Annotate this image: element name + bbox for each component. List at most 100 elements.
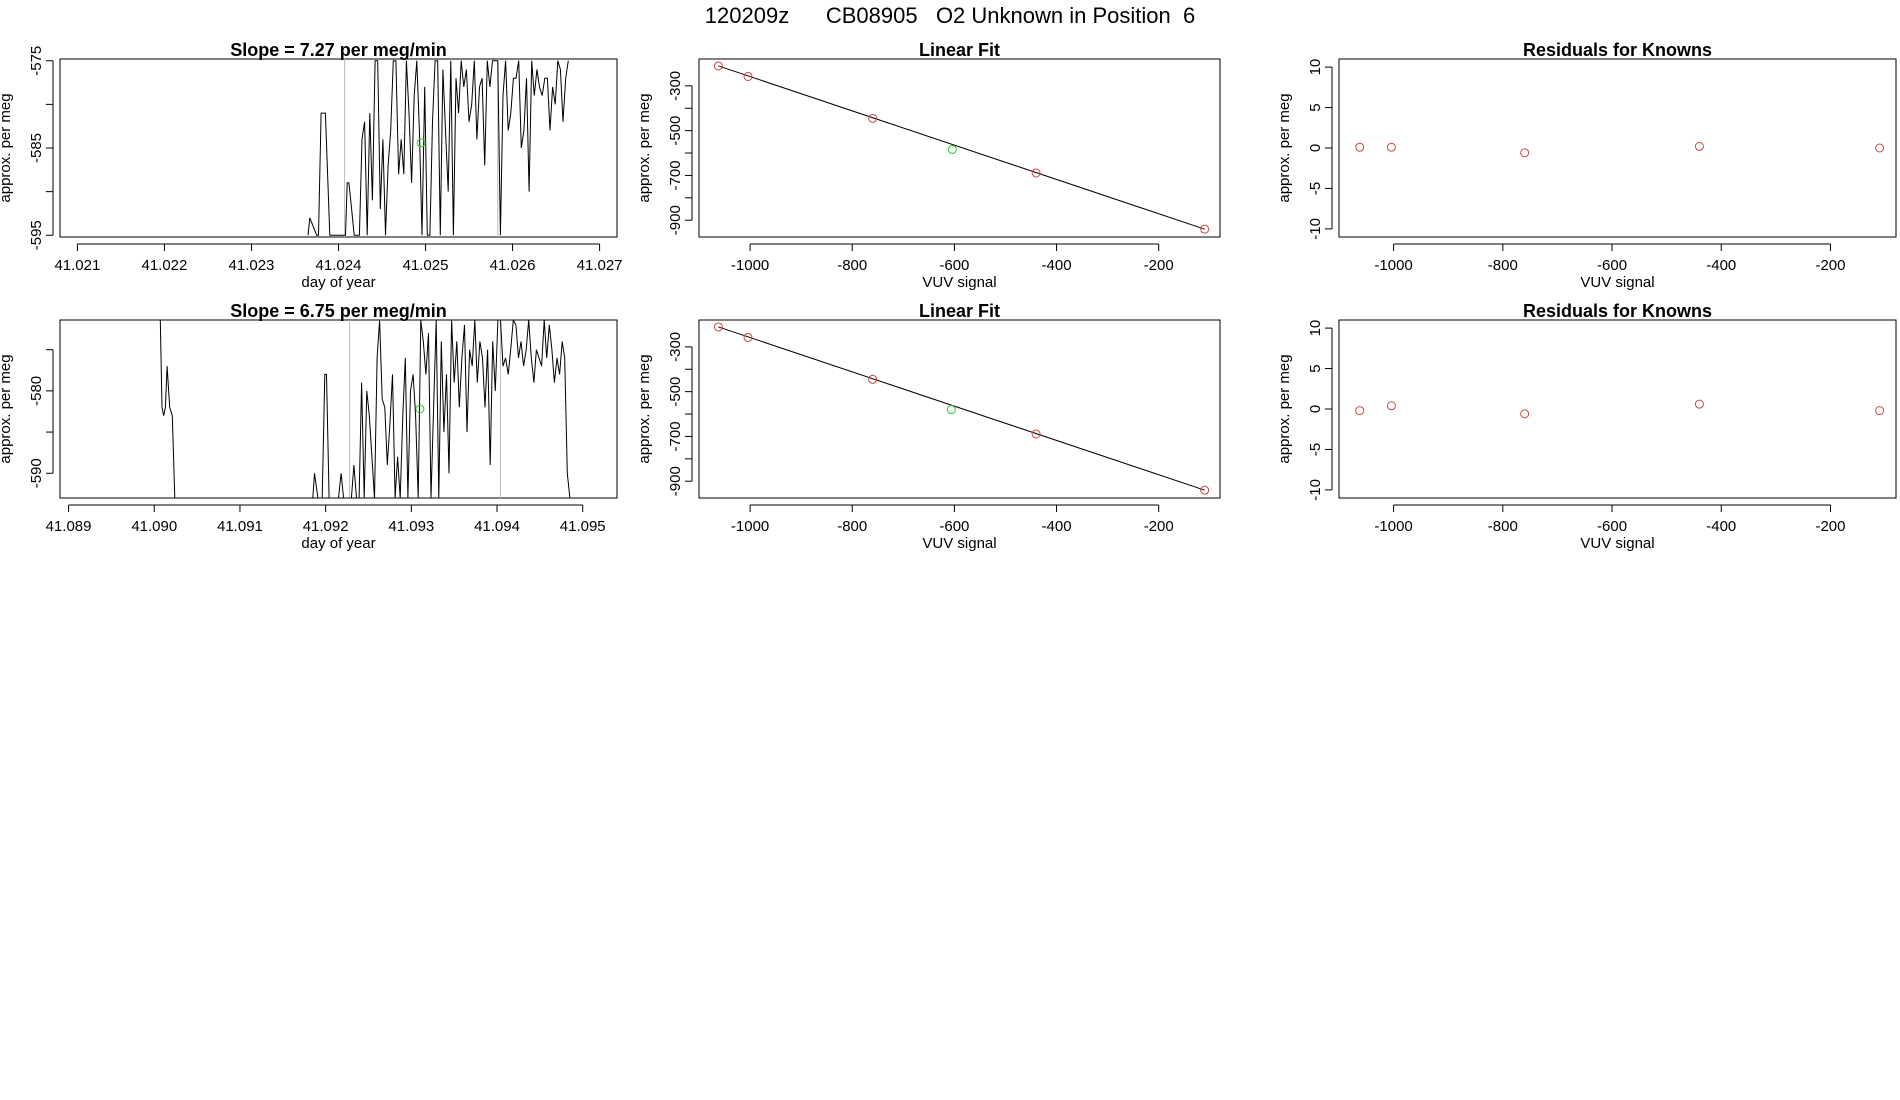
x-tick-label: 41.094 — [474, 518, 520, 535]
x-tick-label: 41.091 — [217, 518, 263, 535]
x-tick-label: 41.023 — [229, 257, 275, 274]
x-tick-label: -200 — [1815, 518, 1845, 535]
data-point — [713, 322, 723, 332]
y-tick-label: -700 — [667, 421, 684, 451]
x-tick-label: 41.024 — [316, 257, 362, 274]
data-point — [1200, 485, 1210, 495]
unknown-point — [947, 144, 957, 154]
x-tick-label: -600 — [939, 518, 969, 535]
data-point — [743, 332, 753, 342]
plot-frame — [698, 58, 1221, 238]
chart-panel-fit2: Linear Fit -1000 -800 -600 -400 -200 VUV signa… — [636, 301, 1221, 552]
data-point — [713, 61, 723, 71]
x-axis-label: VUV signal — [1580, 535, 1654, 552]
chart-panel-fit1: Linear Fit -1000 -800 -600 -400 -200 VUV signa… — [636, 40, 1221, 291]
y-tick-label: -900 — [667, 205, 684, 235]
page-title: 120209z CB08905 O2 Unknown in Position 6 — [704, 3, 1196, 28]
plot-frame — [1338, 319, 1897, 499]
y-tick-label: 10 — [1307, 59, 1324, 76]
x-tick-label: -600 — [1597, 257, 1627, 274]
x-tick-label: 41.095 — [560, 518, 606, 535]
chart-title: Residuals for Knowns — [1523, 40, 1712, 60]
x-axis-label: VUV signal — [1580, 274, 1654, 291]
x-tick-label: -1000 — [731, 518, 769, 535]
x-tick-label: -200 — [1144, 257, 1174, 274]
x-tick-label: 41.026 — [490, 257, 536, 274]
data-point — [1355, 142, 1365, 152]
data-point — [1031, 168, 1041, 178]
data-point — [1386, 401, 1396, 411]
data-point — [1520, 148, 1530, 158]
data-point — [1031, 429, 1041, 439]
y-tick-label: -580 — [28, 376, 45, 406]
y-tick-label: 5 — [1307, 103, 1324, 111]
x-tick-label: -400 — [1706, 257, 1736, 274]
y-axis-label: approx. per meg — [1276, 354, 1293, 463]
y-tick-label: -300 — [667, 71, 684, 101]
unknown-point — [415, 404, 425, 414]
y-tick-label: 10 — [1307, 320, 1324, 337]
x-tick-label: -200 — [1144, 518, 1174, 535]
chart-panel-ts2: Slope = 6.75 per meg/min 41.089 41.090 41.0… — [0, 301, 618, 552]
y-tick-label: -500 — [667, 116, 684, 146]
y-tick-label: -5 — [1307, 443, 1324, 456]
x-axis-label: day of year — [301, 535, 375, 552]
y-tick-label: -10 — [1307, 479, 1324, 501]
x-tick-label: 41.027 — [577, 257, 623, 274]
data-point — [1200, 224, 1210, 234]
y-tick-label: -585 — [28, 133, 45, 163]
unknown-point — [946, 405, 956, 415]
data-point — [1875, 406, 1885, 416]
y-axis-label: approx. per meg — [0, 93, 14, 202]
y-tick-label: -500 — [667, 377, 684, 407]
data-point — [1875, 143, 1885, 153]
data-series-line — [159, 320, 571, 498]
x-tick-label: 41.022 — [141, 257, 187, 274]
fit-line — [718, 326, 1205, 491]
x-tick-label: -200 — [1815, 257, 1845, 274]
y-axis-label: approx. per meg — [1276, 93, 1293, 202]
x-axis-label: VUV signal — [922, 274, 996, 291]
chart-title: Linear Fit — [919, 40, 1000, 60]
y-tick-label: -700 — [667, 160, 684, 190]
data-point — [868, 374, 878, 384]
x-tick-label: 41.093 — [388, 518, 434, 535]
chart-panel-res1: Residuals for Knowns -1000 -800 -600 -400 -20… — [1276, 40, 1897, 291]
data-series-line — [307, 60, 569, 236]
data-point — [1694, 399, 1704, 409]
y-tick-label: -300 — [667, 332, 684, 362]
data-point — [868, 113, 878, 123]
chart-panel-ts1: Slope = 7.27 per meg/min 41.021 41.022 41.0… — [0, 40, 623, 291]
plot-frame — [59, 319, 618, 499]
data-point — [1694, 141, 1704, 151]
x-tick-label: 41.089 — [46, 518, 92, 535]
x-tick-label: -800 — [837, 518, 867, 535]
x-tick-label: 41.092 — [303, 518, 349, 535]
x-axis-label: day of year — [301, 274, 375, 291]
data-point — [1520, 409, 1530, 419]
data-point — [1355, 406, 1365, 416]
plot-frame — [698, 319, 1221, 499]
x-axis-label: VUV signal — [922, 535, 996, 552]
y-tick-label: -10 — [1307, 218, 1324, 240]
x-tick-label: 41.021 — [54, 257, 100, 274]
plot-frame — [1338, 58, 1897, 238]
chart-panel-res2: Residuals for Knowns -1000 -800 -600 -400 -20… — [1276, 301, 1897, 552]
y-tick-label: -590 — [28, 458, 45, 488]
unknown-point — [416, 138, 426, 148]
chart-title: Residuals for Knowns — [1523, 301, 1712, 321]
chart-title: Slope = 7.27 per meg/min — [230, 40, 447, 60]
x-tick-label: -600 — [939, 257, 969, 274]
y-tick-label: -5 — [1307, 182, 1324, 195]
x-tick-label: -600 — [1597, 518, 1627, 535]
y-axis-label: approx. per meg — [0, 354, 14, 463]
x-tick-label: -1000 — [1374, 518, 1412, 535]
data-point — [743, 71, 753, 81]
x-tick-label: -1000 — [1374, 257, 1412, 274]
y-axis-label: approx. per meg — [636, 93, 653, 202]
x-tick-label: 41.025 — [403, 257, 449, 274]
chart-title: Slope = 6.75 per meg/min — [230, 301, 447, 321]
data-point — [1386, 142, 1396, 152]
x-tick-label: -800 — [1488, 257, 1518, 274]
